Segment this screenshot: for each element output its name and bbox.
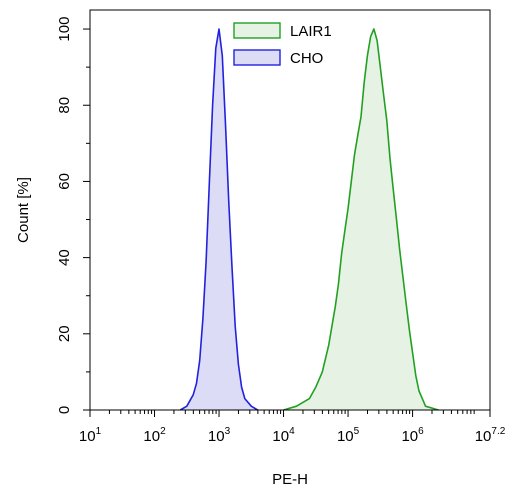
x-tick-exponent: 5 — [354, 426, 360, 437]
y-axis-title: Count [%] — [15, 177, 32, 243]
series-line-cho — [179, 28, 259, 411]
x-tick-base: 10 — [401, 428, 418, 445]
x-tick-label: 107.2 — [475, 426, 506, 445]
x-tick-exponent: 4 — [289, 426, 295, 437]
x-tick-exponent: 3 — [225, 426, 231, 437]
x-tick-base: 10 — [143, 428, 160, 445]
y-tick-label: 100 — [56, 17, 73, 42]
x-tick-base: 10 — [475, 428, 492, 445]
x-tick-label: 106 — [401, 426, 424, 445]
y-tick-label: 20 — [56, 325, 73, 342]
x-tick-label: 101 — [79, 426, 102, 445]
x-tick-exponent: 1 — [96, 426, 102, 437]
legend: LAIR1 CHO — [233, 22, 332, 67]
y-tick-label: 60 — [56, 173, 73, 190]
x-tick-exponent: 6 — [418, 426, 424, 437]
x-tick-base: 10 — [272, 428, 289, 445]
x-tick-base: 10 — [208, 428, 225, 445]
x-axis-title: PE-H — [272, 471, 308, 488]
x-tick-label: 105 — [337, 426, 360, 445]
x-tick-label: 102 — [143, 426, 166, 445]
legend-label-lair1: LAIR1 — [290, 23, 332, 40]
x-tick-label: 103 — [208, 426, 231, 445]
y-tick-label: 0 — [56, 406, 73, 414]
y-axis: 0 20 40 60 80 100 — [56, 17, 90, 414]
series-area-lair1 — [283, 29, 439, 410]
x-tick-exponent: 2 — [160, 426, 166, 437]
plot-area — [179, 28, 439, 411]
legend-swatch-cho — [233, 49, 281, 66]
x-axis: 101 102 103 104 105 106 107.2 — [79, 410, 506, 445]
x-tick-base: 10 — [79, 428, 96, 445]
legend-label-cho: CHO — [290, 50, 323, 67]
plot-frame — [89, 9, 491, 411]
y-tick-label: 80 — [56, 97, 73, 114]
series-line-lair1 — [283, 28, 439, 411]
x-tick-label: 104 — [272, 426, 295, 445]
legend-swatch-lair1 — [233, 22, 281, 39]
x-tick-base: 10 — [337, 428, 354, 445]
y-tick-label: 40 — [56, 249, 73, 266]
x-tick-exponent: 7.2 — [491, 426, 505, 437]
series-area-cho — [180, 29, 258, 410]
